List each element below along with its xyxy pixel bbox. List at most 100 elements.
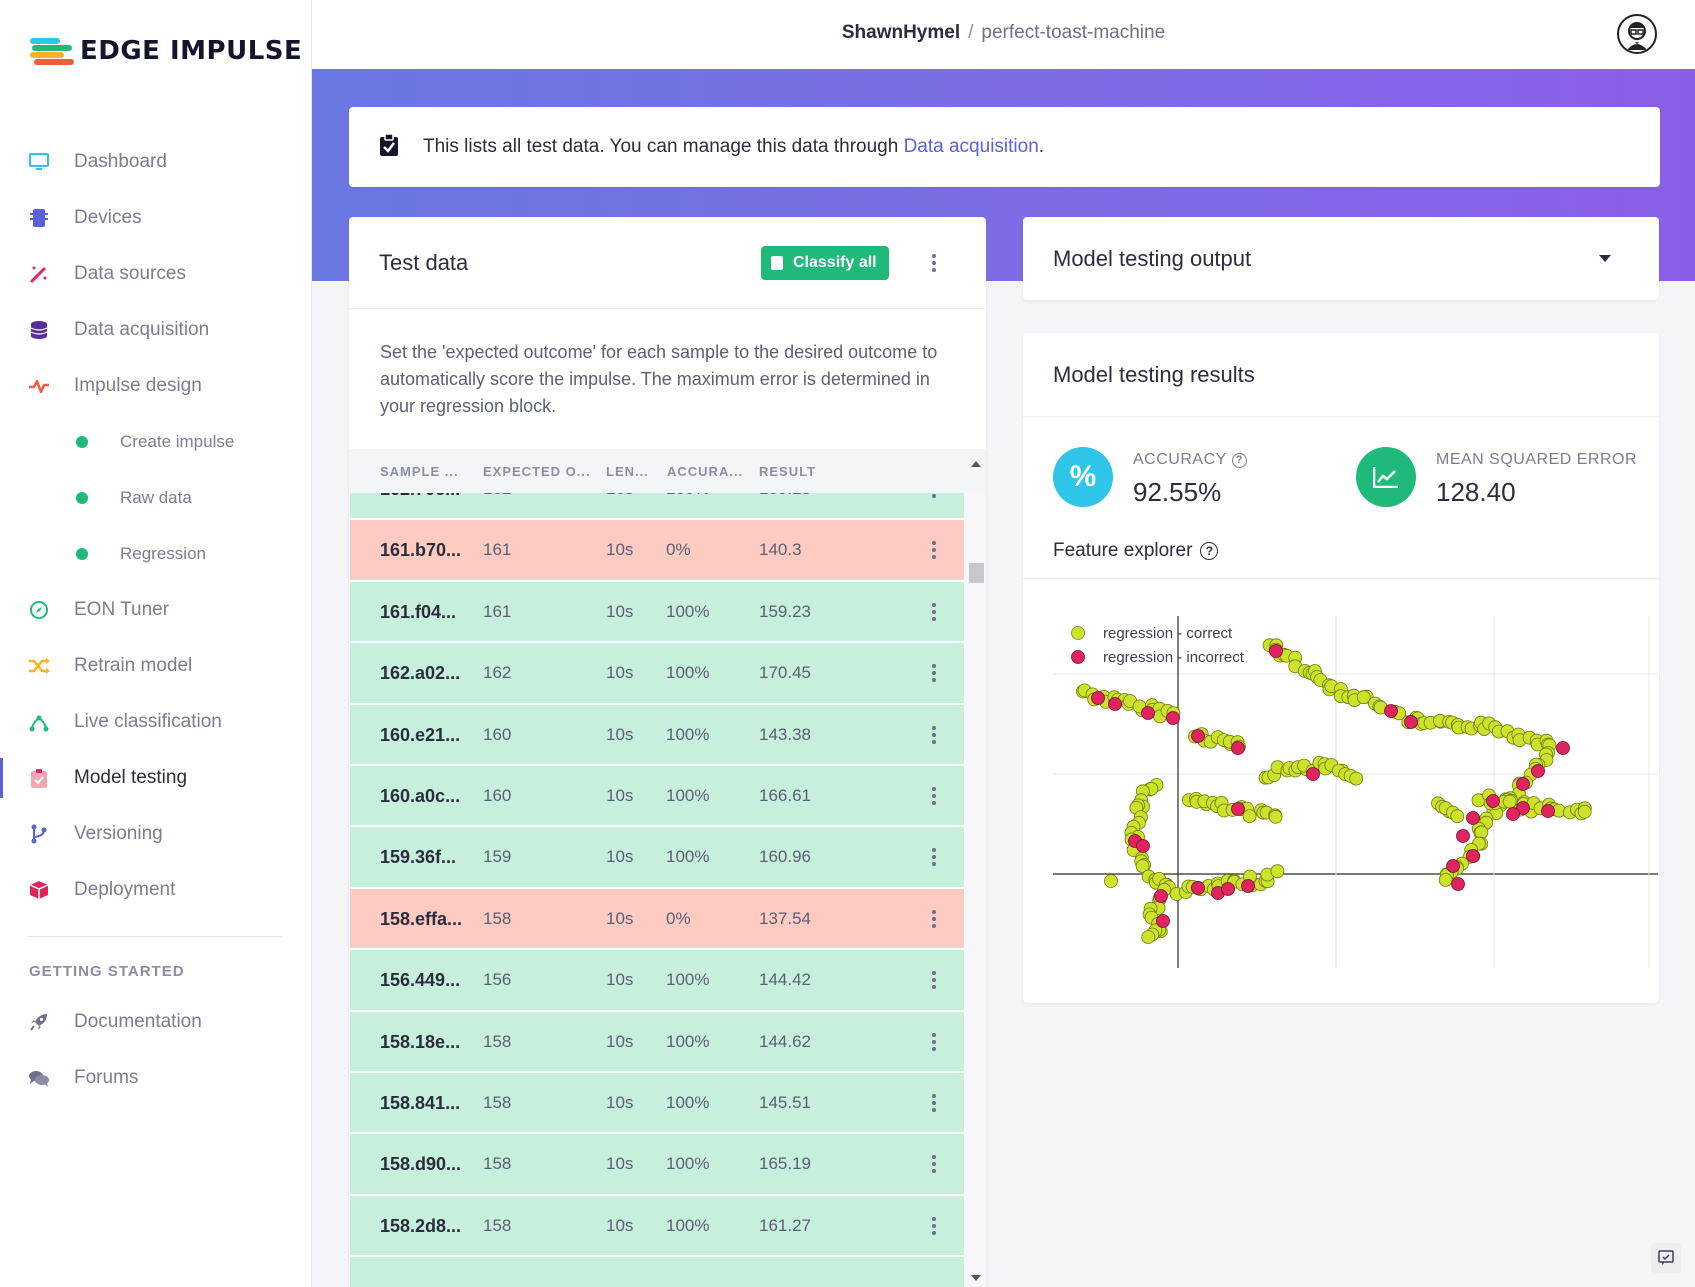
cell-length: 10s <box>606 663 634 683</box>
test-data-card: Test data Classify all Set the 'expected… <box>349 217 986 1287</box>
sidebar: EDGE IMPULSE Dashboard Devices Data sour… <box>0 0 312 1287</box>
user-avatar[interactable] <box>1617 14 1657 54</box>
row-menu-button[interactable] <box>924 661 944 685</box>
cell-accuracy: 100% <box>666 847 710 867</box>
brand-logo[interactable]: EDGE IMPULSE <box>30 36 302 66</box>
breadcrumb-owner[interactable]: ShawnHymel <box>841 22 961 43</box>
table-row[interactable]: 161.f04... 161 10s 100% 159.23 <box>350 581 964 644</box>
row-menu-button[interactable] <box>924 1214 944 1238</box>
status-dot-icon <box>76 492 88 504</box>
cell-length: 10s <box>606 1215 634 1235</box>
table-row[interactable]: 162.70e... 162 10s 100% 159.13 <box>350 493 964 521</box>
row-menu-button[interactable] <box>924 784 944 808</box>
sidebar-item-versioning[interactable]: Versioning <box>0 806 312 862</box>
help-icon[interactable]: ? <box>1200 542 1219 560</box>
sidebar-item-model-testing[interactable]: Model testing <box>0 750 312 806</box>
sidebar-item-eon-tuner[interactable]: EON Tuner <box>0 582 312 638</box>
row-menu-button[interactable] <box>924 1030 944 1054</box>
feedback-button[interactable] <box>1651 1243 1681 1273</box>
status-dot-icon <box>76 436 88 448</box>
row-menu-button[interactable] <box>924 600 944 624</box>
plot-point <box>1231 741 1245 755</box>
legend-incorrect-label[interactable]: regression - incorrect <box>1103 649 1245 666</box>
legend-correct-label[interactable]: regression - correct <box>1103 625 1233 642</box>
box-icon <box>28 879 50 901</box>
model-testing-output-dropdown[interactable]: Model testing output <box>1023 217 1659 300</box>
sidebar-item-data-sources[interactable]: Data sources <box>0 246 312 302</box>
table-row[interactable] <box>350 1257 964 1287</box>
sidebar-item-retrain-model[interactable]: Retrain model <box>0 638 312 694</box>
table-row[interactable]: 160.a0c... 160 10s 100% 166.61 <box>350 765 964 828</box>
column-header-sample[interactable]: SAMPLE ... <box>380 463 459 479</box>
data-acquisition-link[interactable]: Data acquisition <box>903 136 1039 157</box>
cell-accuracy: 100% <box>666 724 710 744</box>
table-scrollbar[interactable] <box>964 461 986 1287</box>
sidebar-subitem-raw-data[interactable]: Raw data <box>0 470 312 526</box>
plot-point <box>1156 914 1170 928</box>
model-testing-results-title: Model testing results <box>1023 333 1659 417</box>
table-row[interactable]: 158.2d8... 158 10s 100% 161.27 <box>350 1195 964 1258</box>
column-header-length[interactable]: LEN... <box>606 463 649 479</box>
cell-sample: 160.e21... <box>380 724 461 745</box>
sidebar-item-label: Versioning <box>74 823 163 844</box>
test-data-menu-button[interactable] <box>924 251 944 275</box>
sidebar-item-deployment[interactable]: Deployment <box>0 862 312 918</box>
table-row[interactable]: 158.841... 158 10s 100% 145.51 <box>350 1072 964 1135</box>
table-row[interactable]: 160.e21... 160 10s 100% 143.38 <box>350 704 964 766</box>
table-row[interactable]: 158.d90... 158 10s 100% 165.19 <box>350 1134 964 1196</box>
table-row[interactable]: 161.b70... 161 10s 0% 140.3 <box>350 520 964 582</box>
table-row[interactable]: 158.18e... 158 10s 100% 144.62 <box>350 1011 964 1073</box>
table-row[interactable]: 158.effa... 158 10s 0% 137.54 <box>350 888 964 951</box>
cell-sample: 158.841... <box>380 1092 461 1113</box>
help-icon[interactable]: ? <box>1231 452 1247 468</box>
mse-value: 128.40 <box>1436 477 1516 507</box>
clipboard-check-icon <box>28 767 50 789</box>
plot-point <box>1268 809 1283 824</box>
cell-result: 137.54 <box>759 908 811 928</box>
row-menu-button[interactable] <box>924 907 944 931</box>
plot-point <box>1141 706 1155 720</box>
database-icon <box>28 319 50 341</box>
cell-length: 10s <box>606 908 634 928</box>
column-header-result[interactable]: RESULT <box>759 463 817 479</box>
cell-sample: 158.d90... <box>380 1154 462 1175</box>
sidebar-subitem-create-impulse[interactable]: Create impulse <box>0 414 312 470</box>
sidebar-subitem-regression[interactable]: Regression <box>0 526 312 582</box>
row-menu-button[interactable] <box>924 493 944 501</box>
sidebar-item-forums[interactable]: Forums <box>0 1050 312 1106</box>
classify-all-button[interactable]: Classify all <box>761 246 889 280</box>
scroll-thumb[interactable] <box>969 563 984 583</box>
row-menu-button[interactable] <box>924 968 944 992</box>
sidebar-item-impulse-design[interactable]: Impulse design <box>0 358 312 414</box>
sidebar-item-devices[interactable]: Devices <box>0 190 312 246</box>
antenna-icon <box>28 711 50 733</box>
sidebar-item-label: EON Tuner <box>74 599 170 620</box>
table-body[interactable]: 162.70e...16210s100%159.13161.b70...1611… <box>350 493 964 1287</box>
sidebar-item-dashboard[interactable]: Dashboard <box>0 134 312 190</box>
cell-sample: 160.a0c... <box>380 785 461 806</box>
feature-explorer-title-wrap: Feature explorer ? <box>1053 540 1219 562</box>
table-row[interactable]: 156.449... 156 10s 100% 144.42 <box>350 950 964 1012</box>
feature-explorer-plot[interactable]: regression - correct regression - incorr… <box>1053 596 1658 980</box>
row-menu-button[interactable] <box>924 1152 944 1176</box>
row-menu-button[interactable] <box>924 723 944 747</box>
sidebar-item-data-acquisition[interactable]: Data acquisition <box>0 302 312 358</box>
clipboard-check-icon <box>379 132 399 162</box>
sidebar-item-live-classification[interactable]: Live classification <box>0 694 312 750</box>
table-row[interactable]: 159.36f... 159 10s 100% 160.96 <box>350 827 964 889</box>
column-header-expected[interactable]: EXPECTED O... <box>483 463 591 479</box>
sidebar-item-documentation[interactable]: Documentation <box>0 994 312 1050</box>
brand-name: EDGE IMPULSE <box>80 36 303 66</box>
scroll-down-icon[interactable] <box>971 1275 981 1281</box>
column-header-accuracy[interactable]: ACCURA... <box>667 463 744 479</box>
table-rows: 162.70e...16210s100%159.13161.b70...1611… <box>350 493 964 1287</box>
table-row[interactable]: 162.a02... 162 10s 100% 170.45 <box>350 643 964 705</box>
cell-expected: 159 <box>483 847 512 867</box>
breadcrumb-project[interactable]: perfect-toast-machine <box>981 22 1166 43</box>
row-menu-button[interactable] <box>924 1091 944 1115</box>
row-menu-button[interactable] <box>924 845 944 869</box>
chart-line-icon <box>1356 447 1416 507</box>
scroll-up-icon[interactable] <box>971 461 981 467</box>
row-menu-button[interactable] <box>924 538 944 562</box>
